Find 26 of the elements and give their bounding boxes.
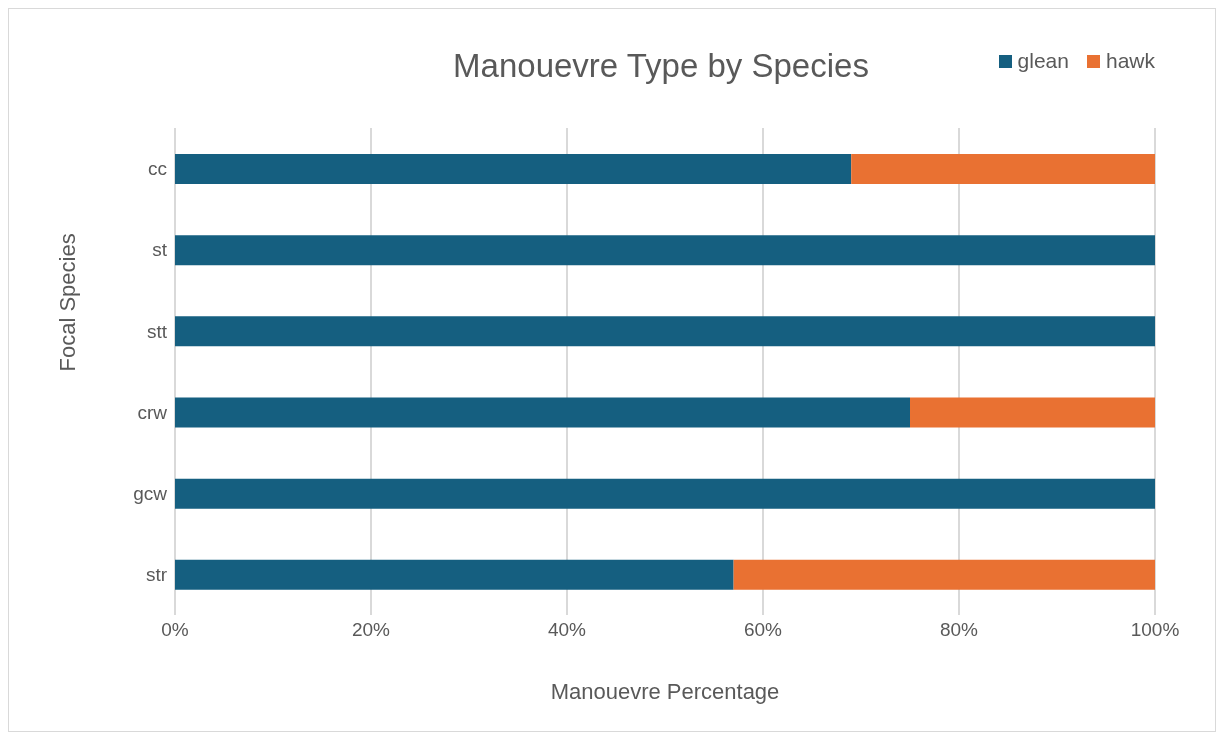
- bar: [175, 559, 734, 590]
- x-tick-label: 40%: [547, 619, 587, 641]
- bar: [851, 154, 1155, 184]
- x-tick-label: 80%: [939, 619, 979, 641]
- bar: [175, 235, 1155, 266]
- x-axis-title: Manouevre Percentage: [550, 679, 780, 704]
- y-tick-label: crw: [137, 401, 168, 423]
- x-tick-label: 60%: [743, 619, 783, 641]
- x-tick-label: 100%: [1130, 619, 1180, 641]
- y-tick-label: str: [145, 564, 168, 586]
- legend-label: hawk: [1104, 49, 1155, 73]
- y-tick-label: cc: [148, 158, 167, 180]
- y-axis-title: Focal Species: [54, 233, 80, 372]
- bar: [175, 478, 1155, 509]
- legend-label: glean: [1016, 49, 1069, 73]
- bar: [175, 154, 852, 184]
- bar: [175, 397, 910, 428]
- chart-title: Manouevre Type by Species: [453, 47, 869, 84]
- y-tick-label: gcw: [133, 482, 168, 504]
- x-tick-label: 0%: [161, 619, 189, 641]
- bar: [733, 559, 1155, 590]
- x-tick-label: 20%: [351, 619, 391, 641]
- y-tick-label: st: [152, 239, 168, 261]
- bar: [175, 316, 1155, 347]
- bar: [910, 397, 1155, 428]
- y-tick-label: stt: [146, 320, 168, 342]
